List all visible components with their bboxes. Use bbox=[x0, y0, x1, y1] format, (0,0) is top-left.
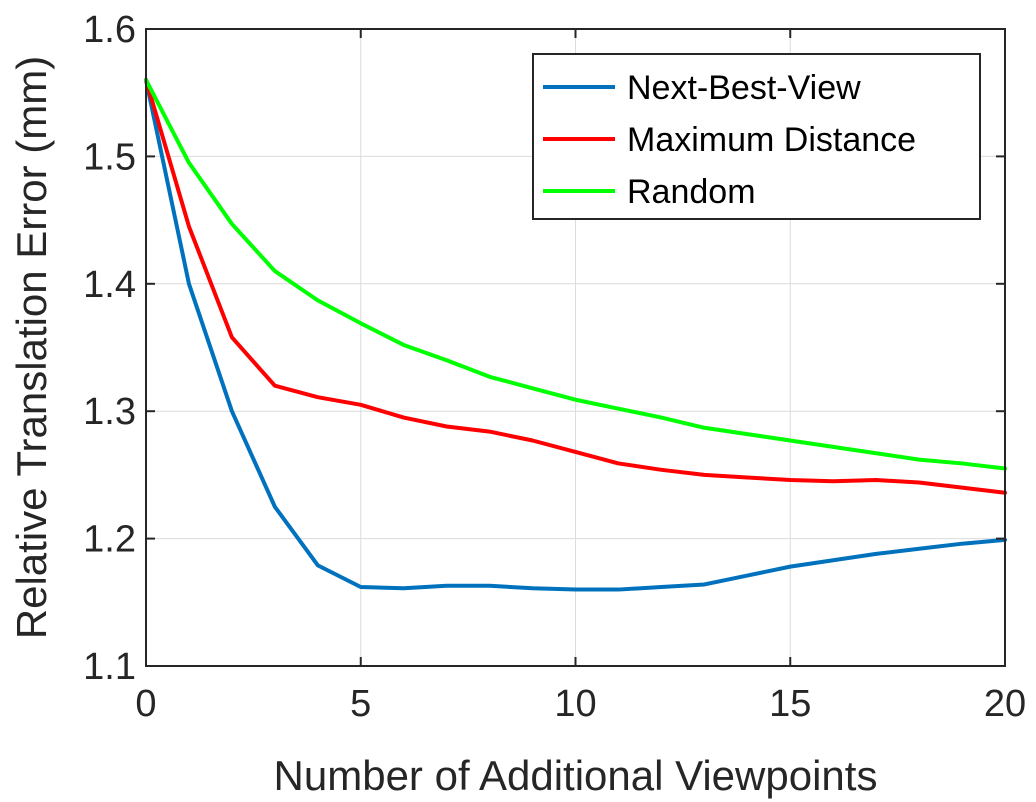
y-tick-label: 1.3 bbox=[83, 391, 136, 433]
legend-label-random: Random bbox=[627, 173, 756, 211]
series-line-maximum-distance bbox=[144, 77, 1007, 495]
x-axis-title: Number of Additional Viewpoints bbox=[274, 752, 878, 799]
x-tick-label: 20 bbox=[984, 683, 1026, 725]
y-tick-label: 1.4 bbox=[83, 264, 136, 306]
legend-label-maximum-distance: Maximum Distance bbox=[627, 121, 916, 159]
y-tick-label: 1.6 bbox=[83, 9, 136, 51]
series-line-next-best-view bbox=[144, 77, 1007, 592]
x-tick-label: 5 bbox=[350, 683, 371, 725]
legend-label-next-best-view: Next-Best-View bbox=[627, 69, 861, 107]
y-tick-label: 1.1 bbox=[83, 646, 136, 688]
axis-ticks: 0 5 10 15 20 1.1 1.2 1.3 1.4 1.5 1.6 bbox=[83, 9, 1026, 725]
x-tick-label: 0 bbox=[135, 683, 156, 725]
series-lines bbox=[144, 77, 1007, 592]
legend: Next-Best-View Maximum Distance Random bbox=[532, 53, 981, 220]
x-tick-label: 10 bbox=[554, 683, 596, 725]
x-tick-label: 15 bbox=[769, 683, 811, 725]
series-line-random bbox=[144, 77, 1007, 471]
y-tick-label: 1.5 bbox=[83, 136, 136, 178]
y-axis-title: Relative Translation Error (mm) bbox=[8, 56, 55, 639]
y-tick-label: 1.2 bbox=[83, 519, 136, 561]
